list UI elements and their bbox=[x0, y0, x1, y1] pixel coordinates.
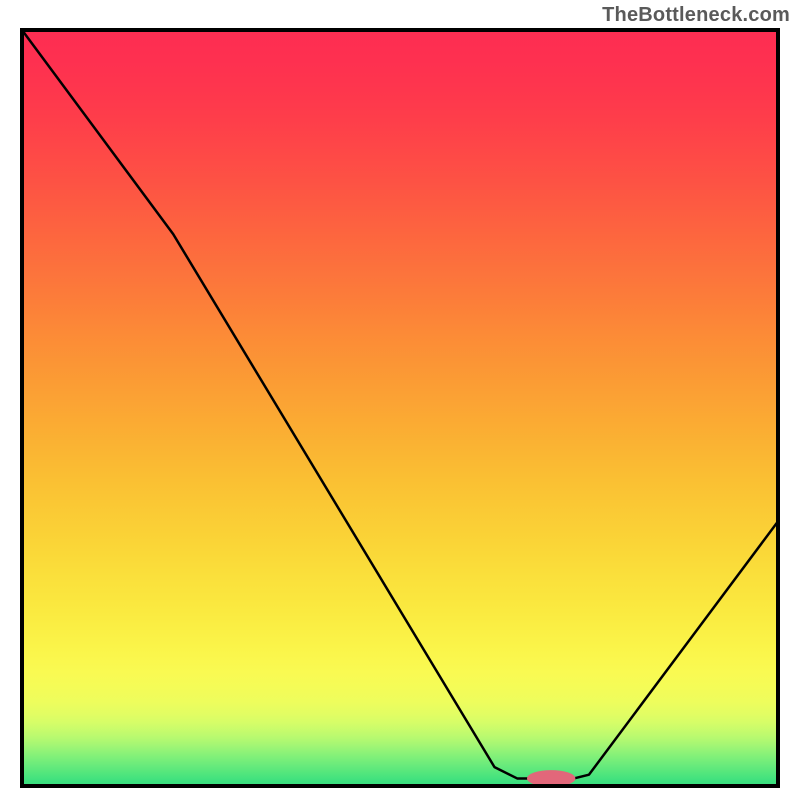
chart-svg bbox=[20, 28, 780, 788]
bottleneck-chart bbox=[20, 28, 780, 788]
watermark-text: TheBottleneck.com bbox=[602, 4, 790, 27]
chart-root: { "watermark": { "text": "TheBottleneck.… bbox=[0, 0, 800, 800]
